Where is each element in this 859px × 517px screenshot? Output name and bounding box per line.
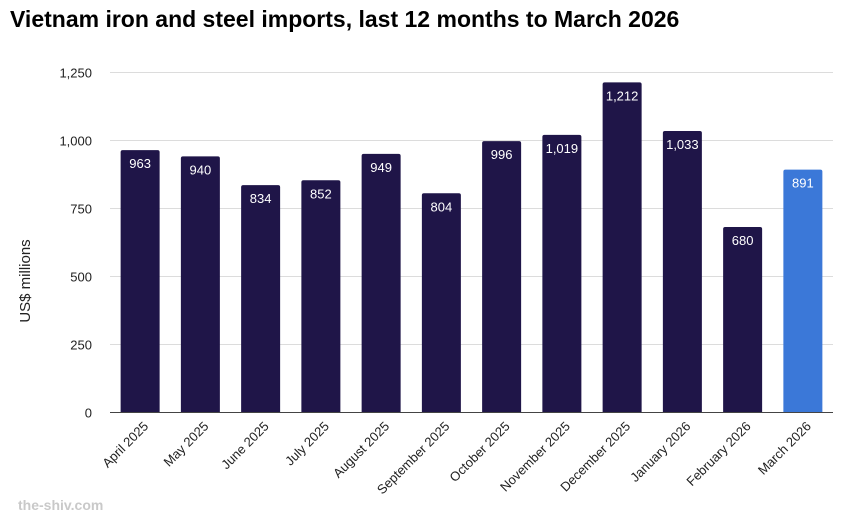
bar-value-label: 1,212 [606, 88, 639, 103]
bar [662, 131, 702, 413]
y-tick-label: 750 [70, 202, 92, 217]
bar-value-label: 1,019 [546, 141, 579, 156]
watermark: the-shiv.com [18, 497, 104, 513]
bar [602, 82, 642, 412]
y-tick-label: 0 [85, 406, 92, 421]
y-axis-label: US$ millions [17, 239, 34, 322]
bar-value-label: 804 [431, 199, 453, 214]
bar-value-label: 996 [491, 147, 513, 162]
bar [723, 227, 763, 412]
chart-title: Vietnam iron and steel imports, last 12 … [10, 6, 680, 32]
x-tick-label: May 2025 [161, 419, 212, 470]
bar [482, 141, 522, 412]
x-tick-label: February 2026 [683, 419, 753, 489]
x-tick-label: June 2025 [218, 419, 272, 473]
bar [301, 180, 341, 412]
bar [783, 169, 823, 412]
bar-value-label: 940 [190, 162, 212, 177]
x-tick-label: January 2026 [627, 419, 693, 485]
bar-value-label: 891 [792, 176, 814, 191]
y-tick-label: 250 [70, 338, 92, 353]
x-tick-label: August 2025 [330, 419, 392, 481]
bar-value-label: 834 [250, 191, 272, 206]
x-tick-label: March 2026 [755, 419, 814, 478]
bar-value-label: 680 [732, 233, 754, 248]
bar [421, 193, 461, 412]
bar [542, 134, 582, 412]
y-tick-label: 1,000 [59, 134, 92, 149]
bar-value-label: 949 [370, 160, 392, 175]
bar [120, 150, 160, 412]
x-tick-label: April 2025 [99, 419, 151, 471]
bar [180, 156, 220, 412]
x-tick-label: July 2025 [282, 419, 332, 469]
bar-value-label: 1,033 [666, 137, 699, 152]
bar-value-label: 852 [310, 186, 332, 201]
bar-value-label: 963 [129, 156, 151, 171]
y-tick-label: 1,250 [59, 66, 92, 81]
bar [241, 185, 281, 412]
bar [361, 153, 401, 412]
x-tick-label: October 2025 [446, 419, 512, 485]
y-tick-label: 500 [70, 270, 92, 285]
